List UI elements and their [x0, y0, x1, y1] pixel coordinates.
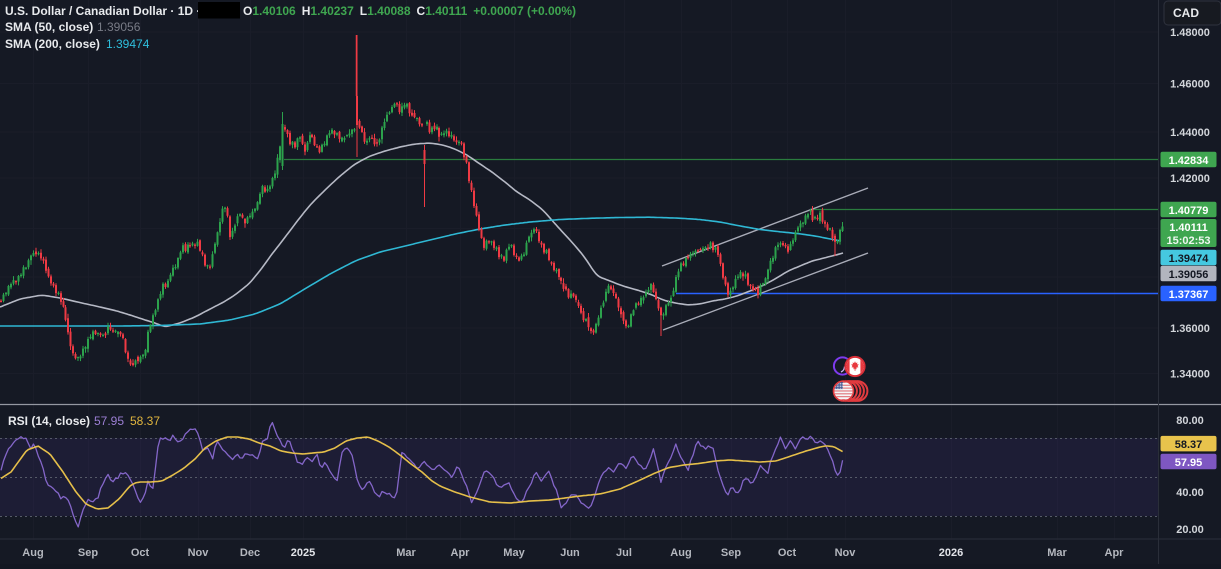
svg-text:20.00: 20.00	[1176, 524, 1204, 536]
svg-text:15:02:53: 15:02:53	[1166, 235, 1210, 247]
svg-text:1.39474: 1.39474	[1169, 253, 1210, 265]
svg-text:58.37: 58.37	[130, 414, 160, 428]
svg-text:RSI (14, close): RSI (14, close)	[8, 414, 90, 428]
svg-text:SMA (50, close): SMA (50, close)	[5, 20, 93, 34]
svg-text:1.37367: 1.37367	[1169, 289, 1209, 301]
svg-text:2025: 2025	[291, 547, 315, 559]
svg-text:Oct: Oct	[131, 547, 150, 559]
svg-text:58.37: 58.37	[1175, 439, 1203, 451]
svg-text:Aug: Aug	[22, 547, 43, 559]
svg-text:Sep: Sep	[721, 547, 741, 559]
svg-text:May: May	[503, 547, 525, 559]
svg-text:1.42834: 1.42834	[1169, 155, 1210, 167]
svg-text:Mar: Mar	[1047, 547, 1067, 559]
svg-text:CAD: CAD	[1173, 6, 1199, 20]
svg-text:Jun: Jun	[560, 547, 580, 559]
svg-text:1.39474: 1.39474	[106, 37, 150, 51]
svg-text:Jul: Jul	[616, 547, 632, 559]
svg-text:40.00: 40.00	[1176, 487, 1204, 499]
svg-text:Dec: Dec	[240, 547, 260, 559]
svg-text:1.40779: 1.40779	[1169, 205, 1209, 217]
svg-text:Apr: Apr	[451, 547, 471, 559]
svg-text:1.42000: 1.42000	[1170, 173, 1210, 185]
svg-text:Aug: Aug	[670, 547, 691, 559]
svg-text:1.44000: 1.44000	[1170, 127, 1210, 139]
svg-text:1.46000: 1.46000	[1170, 79, 1210, 91]
svg-text:Oct: Oct	[778, 547, 797, 559]
svg-text:1.48000: 1.48000	[1170, 27, 1210, 39]
svg-text:80.00: 80.00	[1176, 415, 1204, 427]
svg-text:1.34000: 1.34000	[1170, 369, 1210, 381]
svg-text:Nov: Nov	[835, 547, 857, 559]
svg-text:1.36000: 1.36000	[1170, 323, 1210, 335]
svg-text:57.95: 57.95	[94, 414, 124, 428]
svg-text:1.40111: 1.40111	[1169, 222, 1208, 234]
svg-text:57.95: 57.95	[1175, 457, 1203, 469]
svg-text:Apr: Apr	[1105, 547, 1125, 559]
svg-text:U.S. Dollar / Canadian Dollar: U.S. Dollar / Canadian Dollar · 1D ·	[5, 4, 200, 18]
svg-text:2026: 2026	[939, 547, 963, 559]
svg-text:SMA (200, close): SMA (200, close)	[5, 37, 100, 51]
svg-text:Mar: Mar	[396, 547, 416, 559]
svg-text:1.39056: 1.39056	[1169, 269, 1209, 281]
svg-text:1.39056: 1.39056	[97, 20, 141, 34]
svg-text:Nov: Nov	[188, 547, 210, 559]
svg-text:Sep: Sep	[78, 547, 98, 559]
